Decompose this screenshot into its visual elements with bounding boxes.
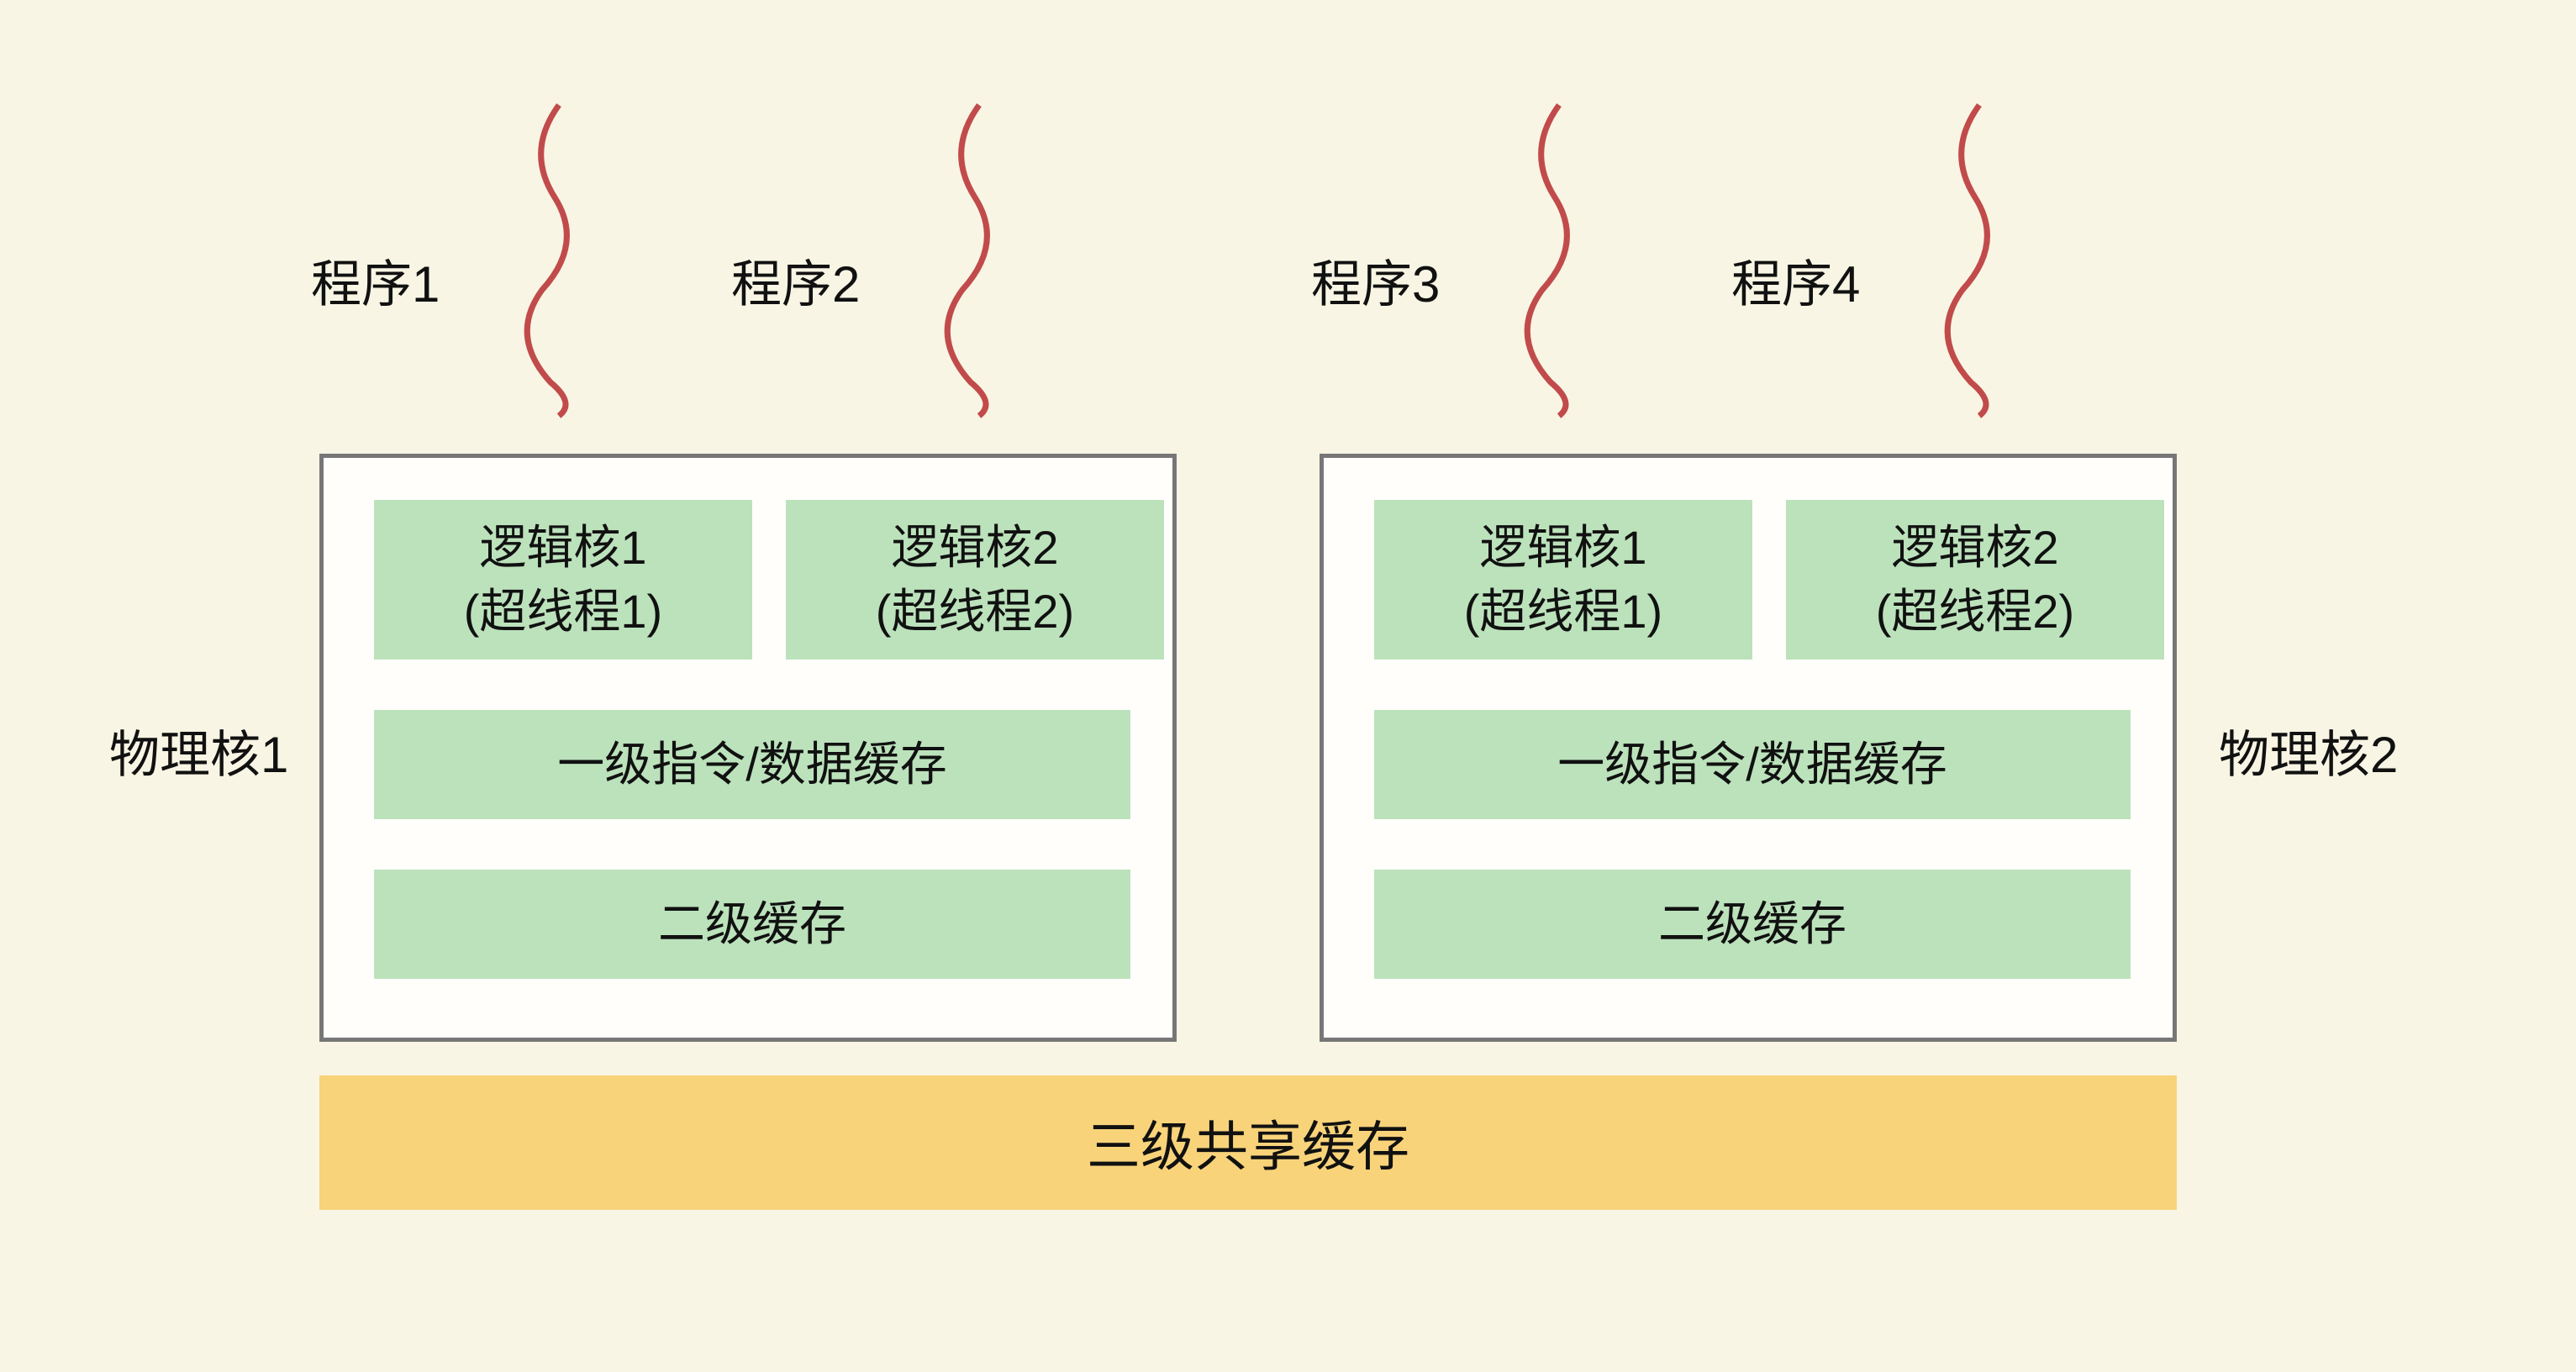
logical-core-line1: 逻辑核1 <box>464 516 662 580</box>
thread-squiggle-1 <box>513 101 580 420</box>
thread-squiggle-2 <box>933 101 1000 420</box>
logical-core-2-1: 逻辑核1 (超线程1) <box>1374 500 1752 660</box>
squiggle-path <box>947 105 987 416</box>
logical-core-text: 逻辑核1 (超线程1) <box>1464 516 1662 643</box>
logical-core-line1: 逻辑核2 <box>876 516 1074 580</box>
logical-core-text: 逻辑核2 (超线程2) <box>876 516 1074 643</box>
thread-squiggle-4 <box>1933 101 2000 420</box>
logical-core-text: 逻辑核2 (超线程2) <box>1876 516 2074 643</box>
diagram-canvas: 程序1 程序2 程序3 程序4 物理核1 物理核2 逻辑核1 (超线程1) 逻辑… <box>0 0 2576 1372</box>
thread-label-2: 程序2 <box>731 244 860 317</box>
logical-core-text: 逻辑核1 (超线程1) <box>464 516 662 643</box>
logical-core-line2: (超线程2) <box>876 580 1074 644</box>
physical-core-2-label: 物理核2 <box>2219 714 2398 787</box>
logical-core-1-1: 逻辑核1 (超线程1) <box>374 500 752 660</box>
l2-cache-1: 二级缓存 <box>374 870 1130 979</box>
thread-squiggle-3 <box>1513 101 1580 420</box>
logical-core-line2: (超线程1) <box>1464 580 1662 644</box>
physical-core-1-label: 物理核1 <box>109 714 288 787</box>
squiggle-path <box>527 105 566 416</box>
logical-core-1-2: 逻辑核2 (超线程2) <box>786 500 1164 660</box>
thread-label-1: 程序1 <box>311 244 440 317</box>
physical-core-1-box: 逻辑核1 (超线程1) 逻辑核2 (超线程2) 一级指令/数据缓存 二级缓存 <box>319 454 1177 1042</box>
l3-cache: 三级共享缓存 <box>319 1075 2177 1210</box>
logical-core-line2: (超线程1) <box>464 580 662 644</box>
l2-cache-2: 二级缓存 <box>1374 870 2131 979</box>
squiggle-path <box>1527 105 1567 416</box>
logical-core-line2: (超线程2) <box>1876 580 2074 644</box>
physical-core-2-box: 逻辑核1 (超线程1) 逻辑核2 (超线程2) 一级指令/数据缓存 二级缓存 <box>1320 454 2177 1042</box>
thread-label-4: 程序4 <box>1731 244 1860 317</box>
thread-label-3: 程序3 <box>1311 244 1440 317</box>
squiggle-path <box>1947 105 1987 416</box>
logical-core-2-2: 逻辑核2 (超线程2) <box>1786 500 2164 660</box>
logical-core-line1: 逻辑核2 <box>1876 516 2074 580</box>
l1-cache-1: 一级指令/数据缓存 <box>374 710 1130 819</box>
logical-core-line1: 逻辑核1 <box>1464 516 1662 580</box>
l1-cache-2: 一级指令/数据缓存 <box>1374 710 2131 819</box>
